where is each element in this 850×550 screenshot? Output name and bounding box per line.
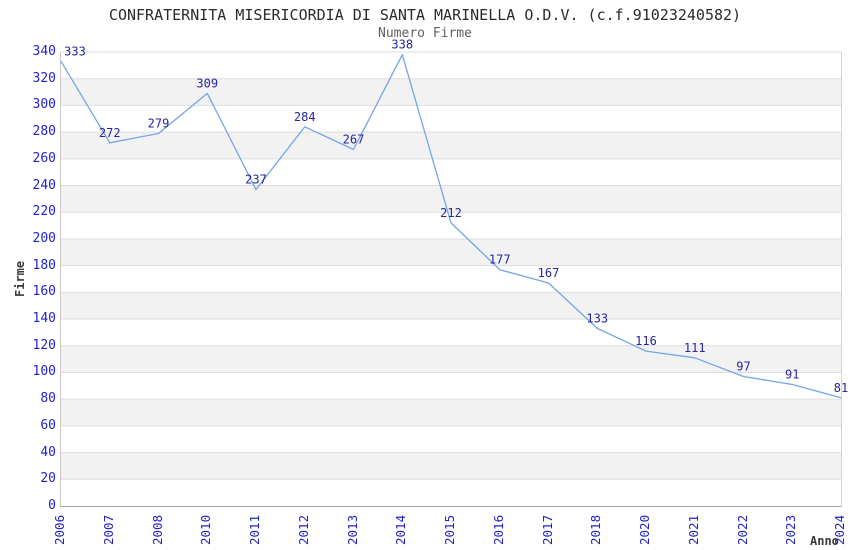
x-tick-label: 2007 [100, 514, 116, 545]
data-label: 279 [148, 116, 170, 130]
data-label: 167 [538, 266, 560, 280]
line-chart-svg: 333 272 279 309 237 284 267 338 212 177 167 133 116 1… [60, 38, 848, 480]
y-tick-label: 120 [32, 337, 56, 353]
x-tick-label: 2023 [783, 514, 799, 545]
x-tick-label: 2020 [637, 514, 652, 545]
x-axis-title: Anno [810, 534, 839, 548]
y-tick-label: 240 [32, 177, 56, 193]
y-tick-label: 300 [32, 97, 56, 113]
y-tick-label: 340 [32, 44, 56, 59]
data-label: 237 [245, 173, 267, 187]
data-label: 116 [635, 334, 657, 348]
chart-title: CONFRATERNITA MISERICORDIA DI SANTA MARI… [108, 6, 742, 24]
y-tick-label: 260 [32, 150, 56, 166]
x-tick-label: 2006 [52, 514, 67, 545]
data-label: 272 [99, 126, 121, 140]
y-tick-label: 60 [40, 417, 56, 433]
data-label: 97 [736, 359, 750, 373]
x-tick-label: 2016 [490, 514, 506, 545]
y-tick-label: 200 [32, 230, 56, 246]
data-label: 333 [64, 44, 86, 58]
y-tick-label: 180 [32, 257, 56, 273]
data-label: 177 [489, 253, 511, 267]
y-tick-label: 80 [40, 391, 56, 407]
grid-band [61, 238, 841, 266]
trend-line [60, 54, 842, 399]
data-label: 111 [684, 341, 706, 355]
data-label: 91 [785, 367, 799, 381]
grid-band [61, 132, 841, 159]
y-tick-label: 160 [32, 284, 56, 300]
x-tick-label: 2018 [588, 514, 604, 545]
grid-band [61, 78, 841, 106]
grid-band [61, 345, 841, 373]
y-axis-tick-labels: 0 20 40 60 80 100 120 140 160 180 200 220 240 260 280 3… [0, 0, 56, 550]
x-tick-label: 2013 [344, 514, 360, 545]
data-label: 309 [196, 76, 218, 90]
data-label: 133 [586, 311, 608, 325]
x-tick-label: 2017 [539, 514, 555, 545]
data-label: 267 [343, 132, 365, 146]
y-tick-label: 320 [32, 70, 56, 86]
data-label: 338 [391, 38, 413, 52]
y-tick-label: 220 [32, 204, 56, 220]
y-tick-label: 100 [32, 364, 56, 380]
grid-band [61, 185, 841, 213]
x-tick-label: 2015 [442, 514, 457, 545]
y-tick-label: 280 [32, 124, 56, 140]
grid-band [61, 292, 841, 320]
x-tick-label: 2011 [247, 514, 262, 545]
x-tick-label: 2008 [149, 514, 165, 545]
y-tick-label: 0 [48, 498, 56, 513]
y-tick-label: 140 [32, 311, 56, 327]
x-tick-label: 2024 [832, 514, 847, 545]
y-tick-label: 20 [40, 471, 56, 487]
data-label: 81 [834, 381, 848, 395]
x-tick-label: 2014 [393, 514, 409, 545]
x-tick-label: 2010 [198, 514, 214, 545]
data-label: 212 [440, 206, 462, 220]
grid-band [61, 452, 841, 480]
x-tick-label: 2021 [685, 514, 701, 545]
plot-area: 333 272 279 309 237 284 267 338 212 177 167 133 116 1… [60, 38, 848, 507]
chart-subtitle: Numero Firme [378, 26, 472, 41]
data-label: 284 [294, 110, 316, 124]
x-tick-label: 2012 [295, 514, 311, 545]
y-tick-label: 40 [40, 444, 56, 460]
x-tick-label: 2022 [734, 514, 750, 545]
grid-band [61, 399, 841, 426]
